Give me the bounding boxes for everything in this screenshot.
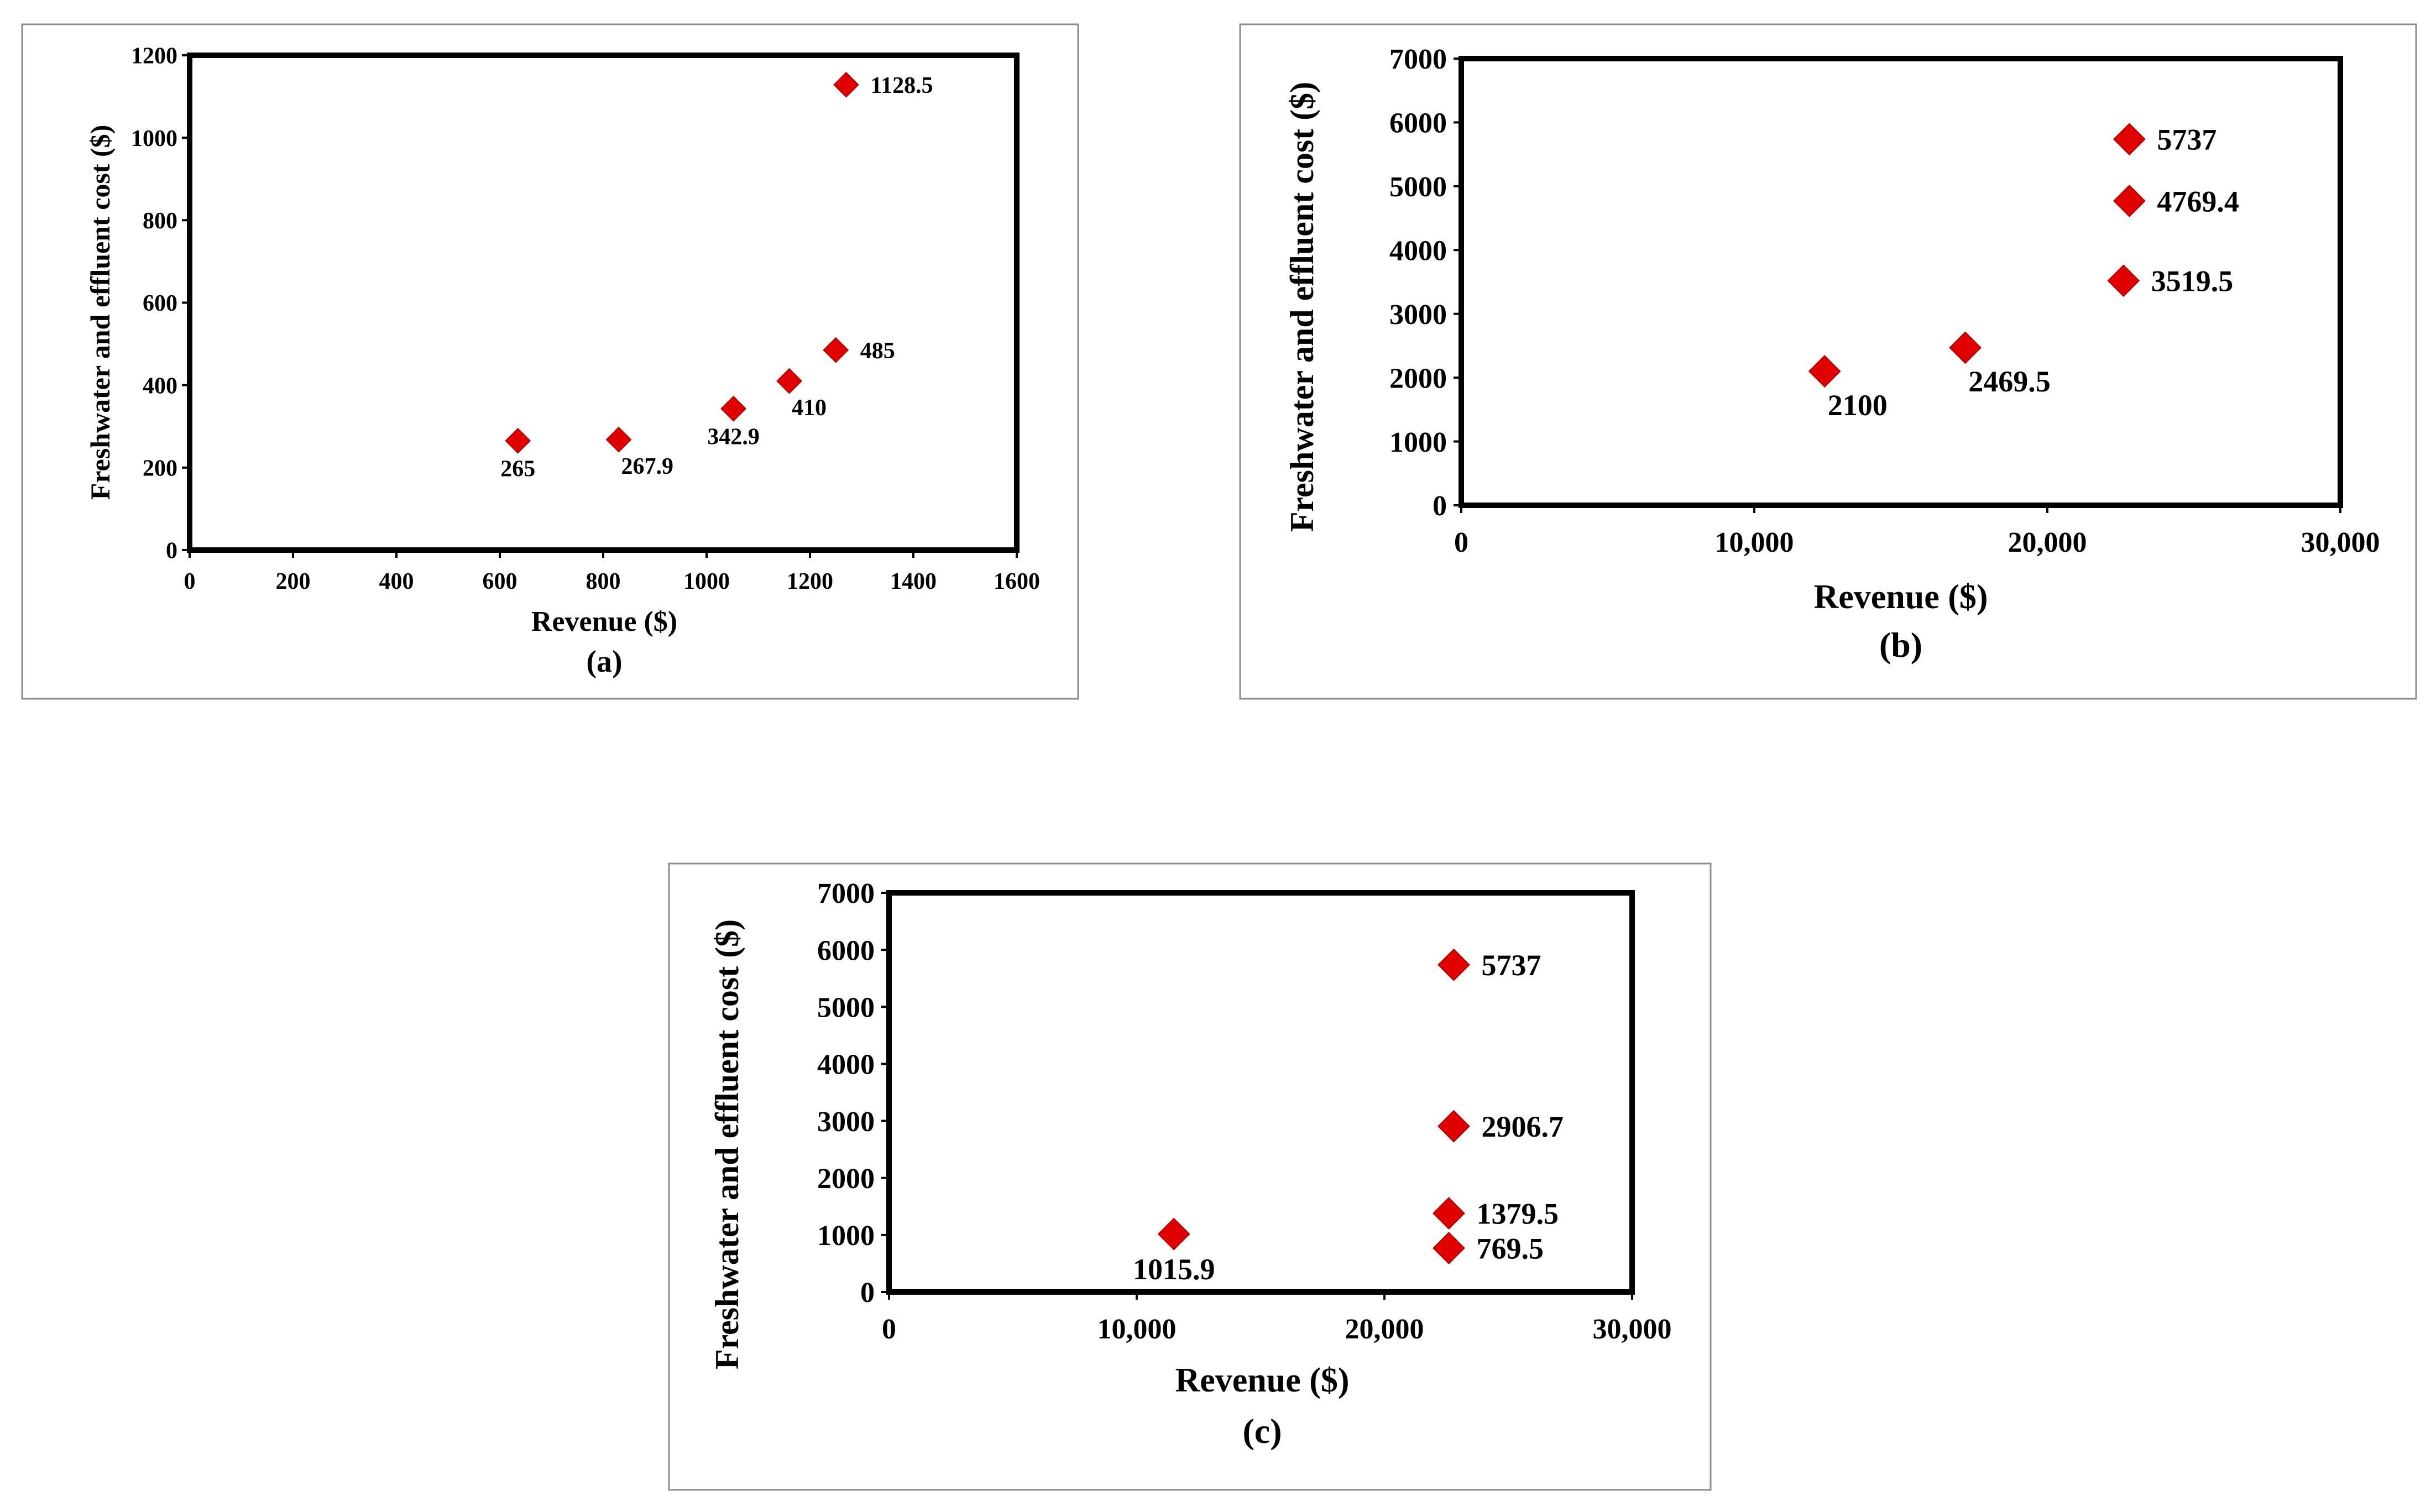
panel-a-points: 265 267.9 342.9 410 485 1128.5	[500, 71, 933, 482]
panel-b-y-axis-title: Freshwater and effluent cost ($)	[1284, 82, 1320, 532]
panel-b-data-label: 2469.5	[1968, 365, 2051, 398]
panel-a-data-label: 267.9	[621, 454, 673, 479]
panel-b-x-tick-label: 30,000	[2301, 527, 2380, 558]
panel-a-data-label: 1128.5	[870, 73, 933, 98]
panel-a-data-point	[776, 368, 803, 394]
panel-b-data-label: 4769.4	[2157, 185, 2239, 218]
panel-c-data-point	[1157, 1217, 1190, 1251]
panel-c-x-tick-label: 0	[882, 1314, 896, 1345]
panel-a-x-tick-label: 1000	[683, 569, 730, 594]
panel-c-x-axis-title: Revenue ($)	[1175, 1362, 1349, 1399]
panel-a-y-tick-label: 1000	[131, 126, 177, 151]
panel-c-x-tick-label: 10,000	[1097, 1314, 1177, 1345]
panel-a-y-tick-label: 1200	[131, 44, 177, 69]
panel-a-y-tick-label: 800	[143, 208, 177, 234]
panel-b-points: 2100 2469.5 3519.5 4769.4 5737	[1808, 123, 2239, 422]
panel-c-y-tick-label: 7000	[817, 878, 875, 909]
panel-b-data-label: 3519.5	[2151, 265, 2234, 298]
panel-c: 0 10,000 20,000 30,000 0 1000 2000 3000 4000 5000…	[668, 862, 1712, 1491]
panel-b-plot-area	[1459, 56, 2343, 508]
panel-a-y-axis-title: Freshwater and effluent cost ($)	[85, 125, 116, 500]
panel-b-data-point	[1949, 331, 1982, 364]
panel-c-y-tick-label: 1000	[817, 1220, 875, 1252]
panel-a-data-point	[833, 71, 859, 98]
panel-a-x-tick-label: 1400	[890, 569, 937, 594]
panel-c-data-point	[1433, 1232, 1465, 1265]
panel-a-data-label: 265	[500, 456, 535, 482]
panel-a-x-axis-title: Revenue ($)	[531, 606, 677, 637]
panel-a-ticks: 0 200 400 600 800 1000 1200 1400 1600 0 200 400 600 8…	[131, 44, 1040, 594]
panel-b-x-axis-title: Revenue ($)	[1813, 578, 1988, 616]
panel-c-ticks: 0 10,000 20,000 30,000 0 1000 2000 3000 4000 5000…	[817, 878, 1672, 1345]
panel-c-data-point	[1433, 1197, 1465, 1230]
panel-c-x-tick-label: 30,000	[1593, 1314, 1672, 1345]
panel-a-data-label: 485	[860, 338, 895, 364]
panel-a-y-tick-label: 0	[166, 538, 177, 564]
panel-b-y-tick-label: 6000	[1389, 108, 1447, 139]
panel-a-x-tick-label: 1200	[787, 569, 833, 594]
panel-b-y-tick-label: 2000	[1389, 363, 1447, 394]
panel-c-data-point	[1437, 948, 1470, 981]
panel-c-y-tick-label: 5000	[817, 992, 875, 1023]
panel-a-x-tick-label: 600	[483, 569, 517, 594]
panel-c-data-label: 5737	[1481, 949, 1541, 982]
panel-b-data-label: 2100	[1828, 389, 1888, 422]
panel-a-y-tick-label: 400	[143, 373, 177, 399]
panel-b-data-point	[2113, 123, 2146, 156]
panel-c-data-label: 1015.9	[1133, 1253, 1215, 1286]
panel-c-y-tick-label: 2000	[817, 1163, 875, 1195]
panel-b-y-tick-label: 3000	[1389, 299, 1447, 331]
panel-a-caption: (a)	[586, 645, 622, 679]
panel-b-y-tick-label: 1000	[1389, 427, 1447, 458]
panel-c-y-tick-label: 3000	[817, 1106, 875, 1138]
panel-b-x-tick-label: 0	[1454, 527, 1468, 558]
panel-c-caption: (c)	[1242, 1411, 1282, 1451]
panel-b-y-tick-label: 4000	[1389, 235, 1447, 266]
panel-c-y-tick-label: 0	[860, 1277, 875, 1309]
panel-a-x-tick-label: 400	[379, 569, 414, 594]
panel-b-data-label: 5737	[2157, 123, 2217, 156]
panel-c-y-axis-title: Freshwater and effluent cost ($)	[709, 919, 745, 1369]
panel-a-data-point	[720, 395, 747, 422]
panel-a-data-point	[823, 337, 849, 363]
panel-c-data-label: 1379.5	[1476, 1197, 1559, 1231]
panel-c-data-label: 769.5	[1476, 1232, 1544, 1265]
panel-c-data-label: 2906.7	[1481, 1110, 1564, 1143]
panel-a-plot-area	[187, 53, 1020, 553]
panel-b-ticks: 0 10,000 20,000 30,000 0 1000 2000 3000 4000 5000…	[1389, 44, 2380, 558]
panel-a-data-point	[505, 427, 531, 454]
panel-b-x-tick-label: 10,000	[1715, 527, 1794, 558]
panel-a-y-tick-label: 200	[143, 456, 177, 482]
panel-b-data-point	[2107, 264, 2140, 297]
panel-c-data-point	[1437, 1110, 1470, 1143]
panel-c-plot-area	[886, 890, 1635, 1295]
panel-a-y-tick-label: 600	[143, 291, 177, 316]
panel-c-x-tick-label: 20,000	[1345, 1314, 1424, 1345]
panel-a-x-tick-label: 200	[276, 569, 311, 594]
panel-a-data-point	[605, 426, 632, 453]
panel-b-data-point	[2113, 185, 2146, 217]
panel-b-caption: (b)	[1879, 625, 1922, 665]
panel-a: 0 200 400 600 800 1000 1200 1400 1600 0 200 400 600 8…	[21, 23, 1079, 700]
panel-b-data-point	[1808, 355, 1841, 388]
panel-b-y-tick-label: 5000	[1389, 171, 1447, 203]
panel-a-data-label: 342.9	[707, 424, 760, 449]
panel-a-x-tick-label: 1600	[994, 569, 1040, 594]
panel-a-x-tick-label: 800	[586, 569, 621, 594]
panel-c-y-tick-label: 4000	[817, 1049, 875, 1081]
panel-a-x-tick-label: 0	[184, 569, 196, 594]
panel-b-y-tick-label: 7000	[1389, 44, 1447, 75]
panel-a-data-label: 410	[792, 395, 827, 421]
panel-b-y-tick-label: 0	[1433, 490, 1447, 522]
panel-c-y-tick-label: 6000	[817, 935, 875, 966]
panel-b-x-tick-label: 20,000	[2008, 527, 2087, 558]
panel-b: 0 10,000 20,000 30,000 0 1000 2000 3000 4000 5000…	[1239, 23, 2417, 700]
